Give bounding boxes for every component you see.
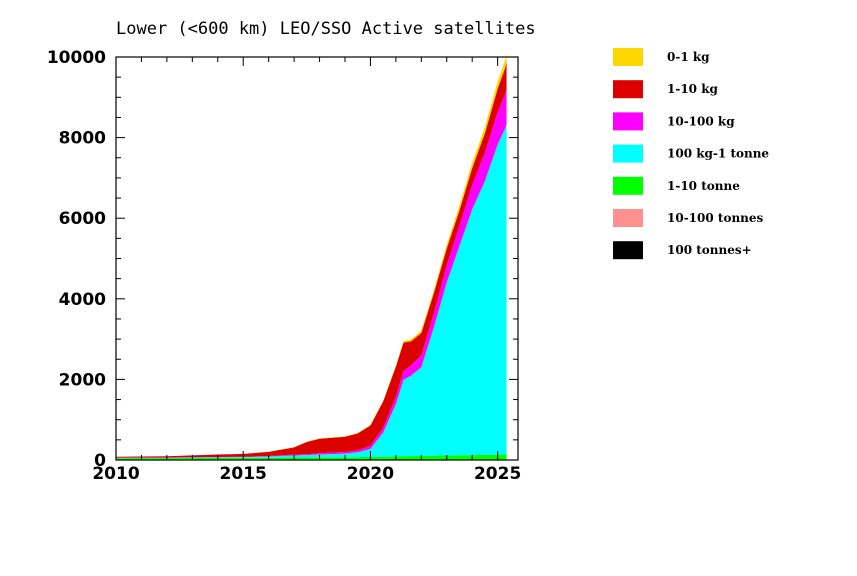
y-tick-label: 0 (94, 451, 106, 471)
legend-swatch-100-tonnes- (613, 241, 643, 260)
x-tick-label: 2015 (220, 464, 267, 484)
plot-areas (116, 53, 507, 460)
legend: 0-1 kg 1-10 kg 10-100 kg 100 kg-1 tonne 1-10… (613, 48, 769, 260)
axes: 0 2000 4000 6000 8000 10000 2010 2015 2020 2025 (47, 48, 521, 484)
y-tick-label: 2000 (59, 370, 106, 390)
x-tick-label: 2010 (92, 464, 139, 484)
legend-label-100-tonnes-: 100 tonnes+ (667, 243, 752, 257)
legend-label-1-10-tonne: 1-10 tonne (667, 179, 740, 193)
area-series-1-10-kg (116, 61, 507, 458)
area-series-100-kg-1-tonne (116, 124, 507, 459)
legend-swatch-100-kg-1-tonne (613, 144, 643, 163)
legend-label-0-1-kg: 0-1 kg (667, 50, 710, 64)
legend-swatch-0-1-kg (613, 48, 643, 66)
chart-title: Lower (<600 km) LEO/SSO Active satellite… (116, 19, 536, 39)
legend-label-10-100-kg: 10-100 kg (667, 114, 735, 128)
legend-label-100-kg-1-tonne: 100 kg-1 tonne (667, 147, 769, 161)
x-tick-label: 2025 (474, 464, 521, 484)
y-tick-label: 8000 (59, 129, 106, 149)
y-tick-label: 10000 (47, 48, 106, 68)
legend-swatch-10-100-tonnes (613, 209, 643, 227)
legend-swatch-1-10-tonne (613, 176, 643, 195)
y-tick-label: 4000 (59, 290, 106, 310)
legend-label-1-10-kg: 1-10 kg (667, 82, 719, 96)
y-tick-label: 6000 (59, 209, 106, 229)
legend-swatch-1-10-kg (613, 80, 643, 99)
area-series-1-10-tonne (116, 454, 507, 460)
x-tick-label: 2020 (347, 464, 394, 484)
legend-swatch-10-100-kg (613, 112, 643, 131)
legend-label-10-100-tonnes: 10-100 tonnes (667, 211, 764, 225)
